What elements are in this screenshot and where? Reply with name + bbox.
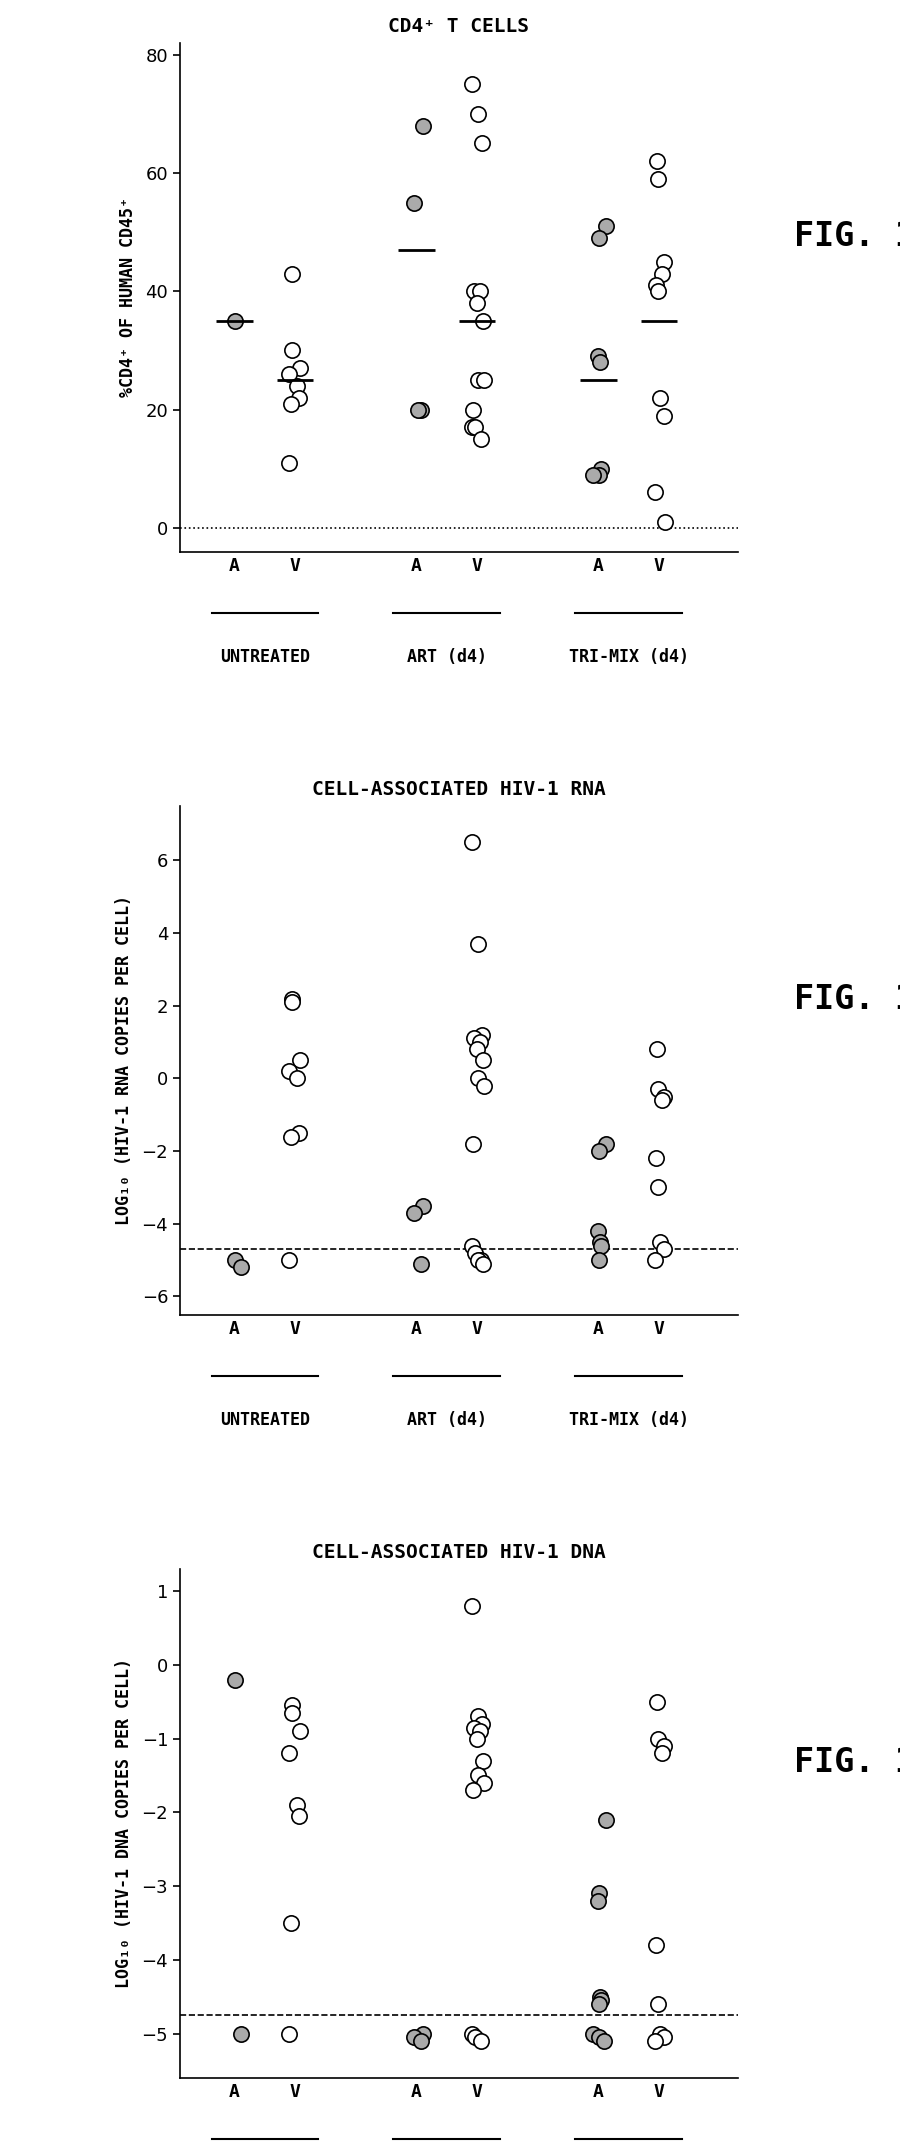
Text: TRI-MIX (d4): TRI-MIX (d4) xyxy=(569,1412,688,1429)
Text: TRI-MIX (d4): TRI-MIX (d4) xyxy=(569,649,688,666)
Text: UNTREATED: UNTREATED xyxy=(220,649,310,666)
Text: ART (d4): ART (d4) xyxy=(407,1412,487,1429)
Title: CD4⁺ T CELLS: CD4⁺ T CELLS xyxy=(389,17,529,36)
Text: FIG. 1F: FIG. 1F xyxy=(794,221,900,253)
Text: FIG. 1G: FIG. 1G xyxy=(794,983,900,1015)
Title: CELL-ASSOCIATED HIV-1 DNA: CELL-ASSOCIATED HIV-1 DNA xyxy=(312,1542,606,1562)
Y-axis label: %CD4⁺ OF HUMAN CD45⁺: %CD4⁺ OF HUMAN CD45⁺ xyxy=(119,197,137,396)
Text: FIG. 1H: FIG. 1H xyxy=(794,1746,900,1778)
Title: CELL-ASSOCIATED HIV-1 RNA: CELL-ASSOCIATED HIV-1 RNA xyxy=(312,780,606,799)
Y-axis label: LOG₁₀ (HIV-1 RNA COPIES PER CELL): LOG₁₀ (HIV-1 RNA COPIES PER CELL) xyxy=(115,895,133,1225)
Y-axis label: LOG₁₀ (HIV-1 DNA COPIES PER CELL): LOG₁₀ (HIV-1 DNA COPIES PER CELL) xyxy=(115,1658,133,1988)
Text: ART (d4): ART (d4) xyxy=(407,649,487,666)
Text: UNTREATED: UNTREATED xyxy=(220,1412,310,1429)
